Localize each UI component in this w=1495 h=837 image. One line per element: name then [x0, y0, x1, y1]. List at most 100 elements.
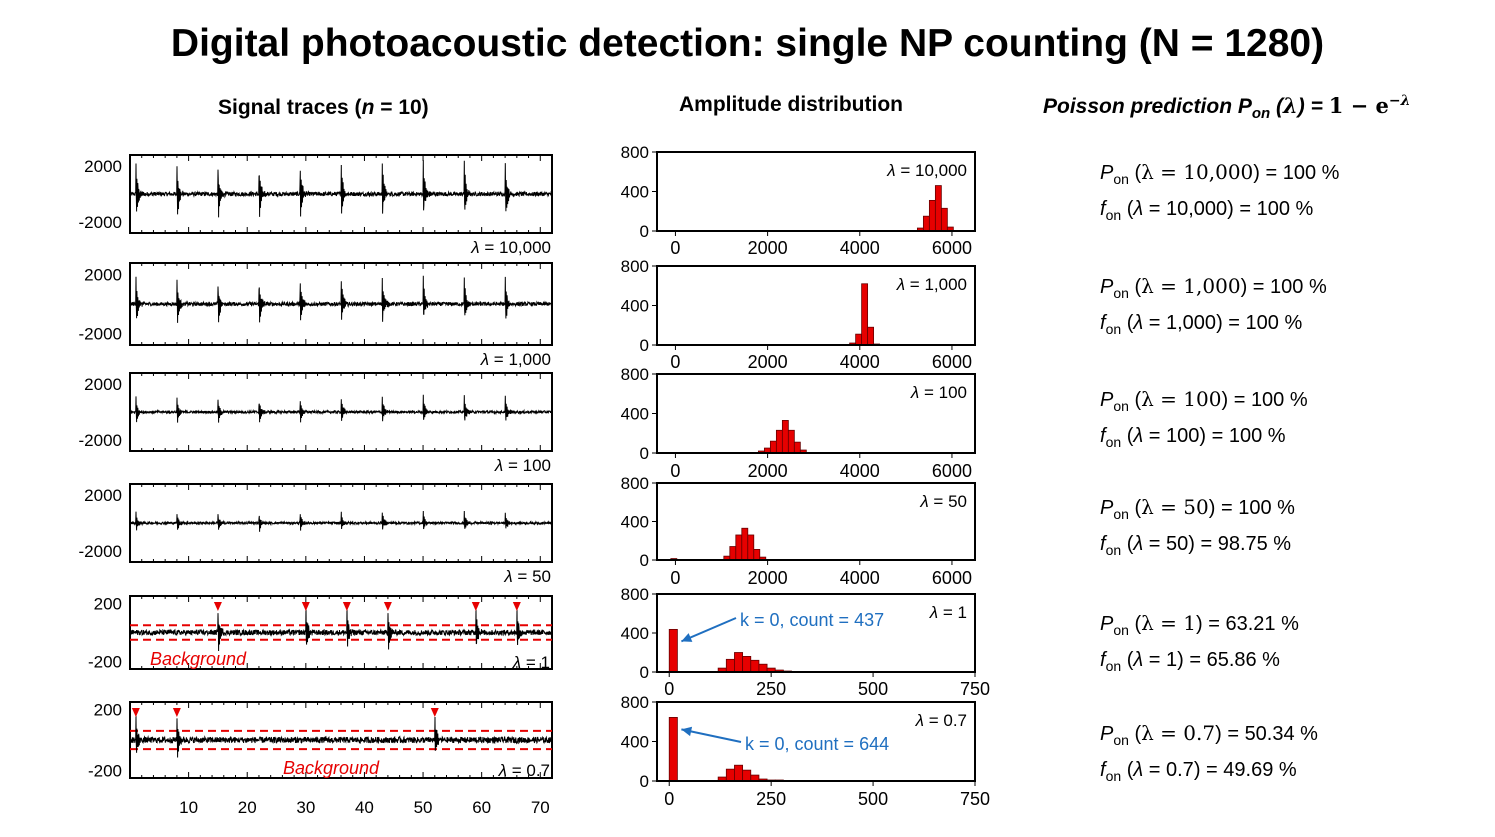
hist-ytick-label: 800: [621, 474, 649, 493]
p-on-value: 100 %: [1270, 276, 1327, 298]
trace-lambda-label-value: = 0.7: [507, 761, 550, 780]
histogram-bar: [735, 534, 743, 561]
hist-frame-4: [656, 593, 976, 673]
signal-trace-line: [129, 606, 553, 652]
prediction-block: Pon (λ = 0.7) = 50.34 % fon (λ = 0.7) = 4…: [1100, 718, 1318, 791]
hist-ytick-label: 0: [640, 444, 649, 463]
hist-xtick-label: 6000: [932, 238, 972, 258]
p-on-value: 100 %: [1250, 389, 1308, 411]
f-on-value: 98.75 %: [1217, 533, 1292, 555]
trace-lambda-label-lambda: λ: [498, 761, 507, 780]
trace-ytick-label: 2000: [84, 157, 122, 176]
hist-xtick-label: 750: [960, 679, 990, 699]
trace-ytick-label: 2000: [84, 375, 122, 394]
hist-ytick-label: 0: [640, 551, 649, 570]
hist-xtick-label: 2000: [748, 461, 788, 481]
histogram-bar: [734, 652, 744, 673]
trace-xtick-label: 40: [355, 798, 374, 817]
f-on-line: fon (λ = 100) = 100 %: [1100, 425, 1286, 450]
hist-lambda-label-value: = 100: [919, 383, 967, 402]
trace-ytick-label: -2000: [79, 213, 122, 232]
trace-lambda-label: λ = 10,000: [470, 238, 551, 257]
hist-lambda-label-value: = 50: [929, 492, 967, 511]
hist-ytick-label: 800: [621, 693, 649, 712]
histogram-bar: [741, 527, 749, 561]
hist-ytick-label: 400: [621, 733, 649, 752]
detection-marker: [172, 708, 181, 717]
trace-ytick-label: -2000: [79, 431, 122, 450]
p-lambda-value: 1,000: [1183, 274, 1241, 298]
f-on-value: 100 %: [1245, 312, 1303, 334]
detection-marker: [512, 602, 521, 611]
annotation-k0-count: k = 0, count = 644: [745, 734, 889, 754]
histogram-bar: [928, 199, 936, 232]
hist-lambda-label-lambda: λ: [910, 383, 919, 402]
histogram-bar: [861, 283, 869, 346]
hist-ytick-label: 400: [621, 183, 649, 202]
f-on-value: 100 %: [1228, 425, 1286, 447]
hist-lambda-label-lambda: λ: [886, 161, 895, 180]
trace-panel-2: [129, 372, 553, 452]
hist-xtick-label: 6000: [932, 568, 972, 588]
hist-ytick-label: 800: [621, 257, 649, 276]
header-poisson-pre: Poisson prediction P: [1043, 95, 1252, 118]
background-label: Background: [283, 758, 380, 778]
detection-marker: [131, 708, 140, 717]
trace-lambda-label-value: = 100: [503, 456, 551, 475]
f-on-value: 100 %: [1256, 198, 1314, 220]
p-lambda-value: 10,000: [1183, 160, 1254, 184]
trace-panel-4: [129, 595, 553, 670]
hist-lambda-label-lambda: λ: [919, 492, 928, 511]
p-on-line: Pon (λ = 0.7) = 50.34 %: [1100, 721, 1318, 748]
trace-xtick-label: 70: [531, 798, 550, 817]
header-poisson-prediction: Poisson prediction Pon (λ) = 1 − e−λ: [1043, 93, 1410, 122]
trace-lambda-label: λ = 100: [494, 456, 551, 475]
trace-lambda-label-lambda: λ: [470, 238, 479, 257]
histogram-bar: [922, 215, 930, 232]
annotation-arrow: [681, 728, 742, 743]
trace-xtick-label: 20: [238, 798, 257, 817]
hist-xtick-label: 0: [670, 238, 680, 258]
f-lambda-value: 1: [1166, 649, 1178, 671]
signal-trace-line: [129, 510, 553, 532]
hist-ytick-label: 0: [640, 772, 649, 791]
trace-panel-1: [129, 262, 553, 346]
signal-trace-line: [129, 715, 553, 758]
detection-marker: [342, 602, 351, 611]
hist-lambda-label: λ = 50: [919, 492, 967, 511]
trace-lambda-label-value: = 1,000: [489, 350, 551, 369]
trace-ytick-label: 2000: [84, 266, 122, 285]
detection-marker: [430, 708, 439, 717]
signal-trace-line: [129, 275, 553, 323]
hist-ytick-label: 0: [640, 663, 649, 682]
background-label: Background: [150, 649, 247, 669]
histogram-bar: [781, 420, 789, 454]
f-on-line: fon (λ = 1) = 65.86 %: [1100, 649, 1280, 674]
hist-xtick-label: 4000: [840, 352, 880, 372]
hist-xtick-label: 4000: [840, 238, 880, 258]
prediction-block: Pon (λ = 100) = 100 % fon (λ = 100) = 100…: [1100, 384, 1308, 457]
hist-ytick-label: 400: [621, 297, 649, 316]
histogram-bar: [758, 663, 768, 673]
f-on-value: 65.86 %: [1206, 649, 1280, 671]
f-lambda-value: 0.7: [1166, 759, 1194, 781]
trace-ytick-label: 200: [94, 594, 122, 613]
main-title: Digital photoacoustic detection: single …: [170, 22, 1325, 65]
trace-xtick-label: 10: [179, 798, 198, 817]
hist-lambda-label: λ = 1: [929, 603, 967, 622]
hist-lambda-label: λ = 100: [910, 383, 967, 402]
hist-xtick-label: 2000: [748, 238, 788, 258]
hist-lambda-label-value: = 0.7: [924, 711, 967, 730]
trace-xtick-label: 60: [472, 798, 491, 817]
trace-ytick-label: -2000: [79, 324, 122, 343]
f-lambda-value: 1,000: [1166, 312, 1217, 334]
histogram-bar: [867, 326, 875, 346]
f-on-value: 49.69 %: [1223, 759, 1297, 781]
p-on-value: 50.34 %: [1244, 723, 1318, 745]
histogram-bar: [747, 534, 755, 561]
p-on-value: 63.21 %: [1225, 613, 1299, 635]
histogram-bar: [855, 333, 863, 346]
hist-xtick-label: 750: [960, 789, 990, 809]
header-signal-traces: Signal traces (n = 10): [218, 96, 429, 120]
